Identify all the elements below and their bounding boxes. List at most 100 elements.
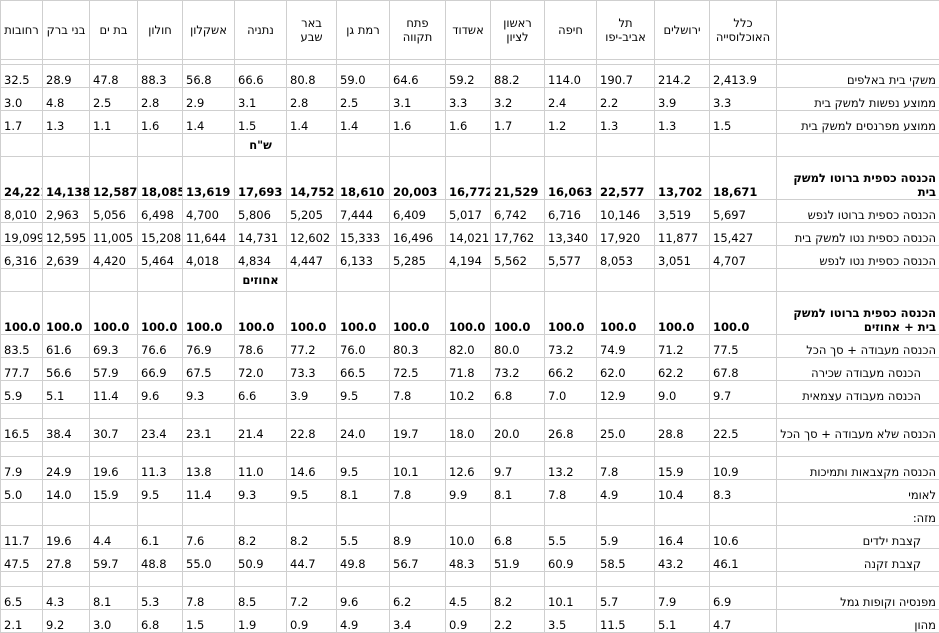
empty-cell[interactable] xyxy=(90,572,138,587)
column-header[interactable]: ראשון לציון xyxy=(491,1,545,60)
value-cell[interactable]: 82.0 xyxy=(446,335,491,358)
value-cell[interactable]: 5.1 xyxy=(43,381,90,404)
empty-cell[interactable] xyxy=(287,404,337,419)
value-cell[interactable]: 7,444 xyxy=(337,200,390,223)
value-cell[interactable]: 1.2 xyxy=(545,111,597,134)
value-cell[interactable]: 15,333 xyxy=(337,223,390,246)
value-cell[interactable]: 6.6 xyxy=(235,381,287,404)
value-cell[interactable] xyxy=(545,503,597,526)
value-cell[interactable]: 77.5 xyxy=(710,335,777,358)
value-cell[interactable]: 22,577 xyxy=(597,157,655,200)
value-cell[interactable]: 15,427 xyxy=(710,223,777,246)
value-cell[interactable]: 7.0 xyxy=(545,381,597,404)
value-cell[interactable]: 7.8 xyxy=(390,480,446,503)
value-cell[interactable]: 0.9 xyxy=(287,610,337,633)
value-cell[interactable]: 67.5 xyxy=(183,358,235,381)
value-cell[interactable]: 10.4 xyxy=(655,480,710,503)
row-label[interactable]: הכנסה מעבודה + סך הכל xyxy=(777,335,939,358)
value-cell[interactable]: 100.0 xyxy=(183,292,235,335)
empty-cell[interactable] xyxy=(183,134,235,157)
value-cell[interactable]: 4,447 xyxy=(287,246,337,269)
value-cell[interactable]: 10.1 xyxy=(545,587,597,610)
value-cell[interactable]: 100.0 xyxy=(710,292,777,335)
value-cell[interactable]: 8.1 xyxy=(491,480,545,503)
row-label[interactable]: מפנסיה וקופות גמל xyxy=(777,587,939,610)
value-cell[interactable]: 6.1 xyxy=(138,526,183,549)
value-cell[interactable]: 59.7 xyxy=(90,549,138,572)
value-cell[interactable]: 77.7 xyxy=(1,358,43,381)
value-cell[interactable]: 22.8 xyxy=(287,419,337,442)
value-cell[interactable]: 5,577 xyxy=(545,246,597,269)
value-cell[interactable]: 12,595 xyxy=(43,223,90,246)
value-cell[interactable] xyxy=(597,503,655,526)
value-cell[interactable]: 16,496 xyxy=(390,223,446,246)
empty-cell[interactable] xyxy=(491,572,545,587)
value-cell[interactable]: 19,099 xyxy=(1,223,43,246)
value-cell[interactable]: 9.3 xyxy=(183,381,235,404)
empty-cell[interactable] xyxy=(1,134,43,157)
value-cell[interactable]: 47.8 xyxy=(90,65,138,88)
value-cell[interactable]: 4.9 xyxy=(337,610,390,633)
value-cell[interactable]: 15,208 xyxy=(138,223,183,246)
value-cell[interactable]: 80.3 xyxy=(390,335,446,358)
value-cell[interactable]: 114.0 xyxy=(545,65,597,88)
value-cell[interactable]: 2,963 xyxy=(43,200,90,223)
value-cell[interactable]: 9.6 xyxy=(138,381,183,404)
value-cell[interactable]: 71.2 xyxy=(655,335,710,358)
value-cell[interactable]: 1.1 xyxy=(90,111,138,134)
value-cell[interactable]: 11,644 xyxy=(183,223,235,246)
value-cell[interactable]: 1.7 xyxy=(1,111,43,134)
value-cell[interactable]: 1.4 xyxy=(287,111,337,134)
value-cell[interactable]: 14,138 xyxy=(43,157,90,200)
empty-cell[interactable] xyxy=(1,572,43,587)
value-cell[interactable]: 17,693 xyxy=(235,157,287,200)
empty-cell[interactable] xyxy=(390,442,446,457)
value-cell[interactable]: 1.5 xyxy=(710,111,777,134)
empty-cell[interactable] xyxy=(446,134,491,157)
value-cell[interactable]: 4.4 xyxy=(90,526,138,549)
value-cell[interactable]: 5,205 xyxy=(287,200,337,223)
value-cell[interactable]: 15.9 xyxy=(655,457,710,480)
value-cell[interactable]: 1.3 xyxy=(43,111,90,134)
value-cell[interactable]: 88.2 xyxy=(491,65,545,88)
value-cell[interactable]: 78.6 xyxy=(235,335,287,358)
column-header[interactable]: נתניה xyxy=(235,1,287,60)
value-cell[interactable]: 16.4 xyxy=(655,526,710,549)
value-cell[interactable]: 8.2 xyxy=(491,587,545,610)
value-cell[interactable]: 8.3 xyxy=(710,480,777,503)
value-cell[interactable]: 19.6 xyxy=(90,457,138,480)
value-cell[interactable]: 3,519 xyxy=(655,200,710,223)
value-cell[interactable]: 13.2 xyxy=(545,457,597,480)
value-cell[interactable]: 6.2 xyxy=(390,587,446,610)
value-cell[interactable]: 18,610 xyxy=(337,157,390,200)
empty-cell[interactable] xyxy=(545,269,597,292)
value-cell[interactable]: 25.0 xyxy=(597,419,655,442)
empty-cell[interactable] xyxy=(545,442,597,457)
value-cell[interactable]: 5.9 xyxy=(1,381,43,404)
row-label[interactable]: הכנסה כספית ברוטו לנפש xyxy=(777,200,939,223)
value-cell[interactable]: 71.8 xyxy=(446,358,491,381)
empty-cell[interactable] xyxy=(655,134,710,157)
empty-cell[interactable] xyxy=(446,572,491,587)
value-cell[interactable]: 6,742 xyxy=(491,200,545,223)
value-cell[interactable]: 66.9 xyxy=(138,358,183,381)
value-cell[interactable]: 16.5 xyxy=(1,419,43,442)
value-cell[interactable]: 9.6 xyxy=(337,587,390,610)
value-cell[interactable]: 74.9 xyxy=(597,335,655,358)
value-cell[interactable]: 1.6 xyxy=(390,111,446,134)
value-cell[interactable]: 72.5 xyxy=(390,358,446,381)
value-cell[interactable]: 24.0 xyxy=(337,419,390,442)
value-cell[interactable]: 1.4 xyxy=(183,111,235,134)
value-cell[interactable]: 5,017 xyxy=(446,200,491,223)
value-cell[interactable]: 7.2 xyxy=(287,587,337,610)
empty-cell[interactable] xyxy=(337,572,390,587)
value-cell[interactable]: 48.3 xyxy=(446,549,491,572)
empty-cell[interactable] xyxy=(777,572,939,587)
column-header[interactable]: פתח תקווה xyxy=(390,1,446,60)
value-cell[interactable]: 3.3 xyxy=(446,88,491,111)
value-cell[interactable]: 62.2 xyxy=(655,358,710,381)
value-cell[interactable]: 20,003 xyxy=(390,157,446,200)
value-cell[interactable]: 16,063 xyxy=(545,157,597,200)
value-cell[interactable]: 100.0 xyxy=(545,292,597,335)
empty-cell[interactable] xyxy=(43,572,90,587)
